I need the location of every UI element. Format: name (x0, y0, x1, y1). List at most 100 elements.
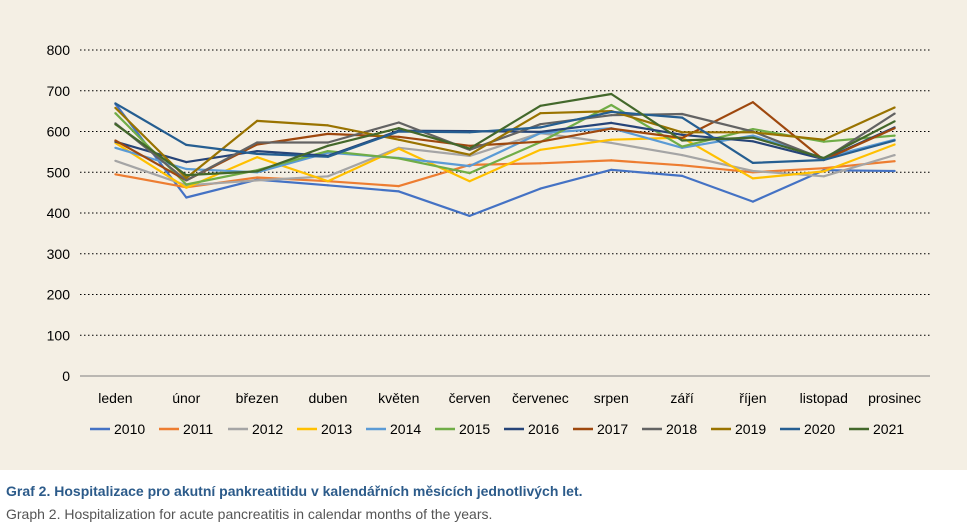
x-tick-label: únor (172, 390, 200, 406)
data-point (751, 101, 755, 104)
data-point (893, 127, 896, 130)
data-point (256, 150, 259, 153)
data-point (539, 148, 542, 151)
data-point (681, 116, 684, 119)
y-tick-label: 0 (62, 368, 70, 384)
legend-item-2019: 2019 (711, 421, 766, 437)
data-point (114, 102, 117, 105)
data-point (114, 106, 117, 109)
data-point (893, 139, 896, 142)
data-point (751, 200, 755, 203)
x-tick-label: červen (449, 390, 491, 406)
legend-label: 2012 (252, 421, 283, 437)
data-point (822, 158, 825, 162)
data-point (539, 104, 542, 107)
data-point (326, 141, 329, 144)
chart-panel: 0 100 200 300 400 500 600 700 800 leden únor březe… (0, 0, 967, 470)
data-point (114, 123, 117, 126)
legend-item-2013: 2013 (297, 421, 352, 437)
data-point (681, 139, 684, 142)
data-point (397, 130, 400, 133)
legend-item-2021: 2021 (849, 421, 904, 437)
legend-item-2017: 2017 (573, 421, 628, 437)
data-point (114, 146, 117, 149)
data-point (610, 103, 613, 107)
legend-label: 2018 (666, 421, 697, 437)
data-point (397, 190, 400, 193)
data-point (256, 170, 259, 173)
data-point (256, 141, 259, 144)
line-chart: 0 100 200 300 400 500 600 700 800 leden únor březe… (47, 42, 930, 437)
data-point (539, 112, 542, 115)
data-point (610, 168, 613, 171)
data-point (185, 179, 188, 182)
data-point (256, 152, 259, 155)
data-point (185, 183, 188, 186)
data-point (681, 154, 684, 157)
data-point (610, 110, 613, 113)
data-point (681, 112, 684, 116)
grid-layer (80, 49, 930, 377)
data-point (256, 179, 259, 182)
data-point (751, 131, 755, 134)
x-axis: leden únor březen duben květen červen červenec… (98, 390, 921, 406)
data-point (397, 157, 400, 160)
data-point (468, 131, 471, 134)
data-point (893, 143, 896, 146)
legend-label: 2019 (735, 421, 766, 437)
data-point (539, 140, 542, 143)
x-tick-label: srpen (594, 390, 629, 406)
legend-item-2012: 2012 (228, 421, 283, 437)
data-point (751, 161, 755, 164)
y-tick-label: 100 (47, 327, 71, 343)
series-line-2019 (114, 106, 896, 180)
data-point (610, 138, 613, 141)
data-point (610, 121, 613, 124)
y-tick-label: 600 (47, 124, 71, 140)
data-point (893, 112, 896, 115)
data-point (893, 160, 896, 163)
x-tick-label: červenec (512, 390, 569, 406)
data-point (326, 155, 329, 158)
data-point (539, 123, 542, 126)
legend-label: 2013 (321, 421, 352, 437)
data-point (539, 126, 542, 129)
y-tick-label: 800 (47, 42, 71, 58)
data-point (397, 147, 400, 150)
data-point (610, 159, 613, 162)
data-point (893, 120, 896, 123)
x-tick-label: březen (236, 390, 279, 406)
data-point (822, 170, 825, 173)
legend-item-2014: 2014 (366, 421, 421, 437)
y-tick-label: 300 (47, 246, 71, 262)
x-tick-label: listopad (800, 390, 848, 406)
figure-caption: Graf 2. Hospitalizace pro akutní pankrea… (6, 483, 583, 499)
x-tick-label: září (670, 390, 693, 406)
data-point (681, 164, 684, 167)
data-point (397, 138, 400, 141)
data-point (539, 187, 542, 190)
legend-label: 2011 (183, 421, 213, 437)
data-point (751, 134, 755, 137)
data-point (468, 172, 471, 175)
data-point (185, 167, 188, 171)
data-point (822, 138, 825, 141)
figure-caption-english: Graph 2. Hospitalization for acute pancr… (6, 506, 493, 522)
data-point (468, 153, 471, 156)
data-point (114, 112, 117, 115)
data-point (822, 156, 825, 160)
data-point (539, 130, 542, 133)
data-point (681, 145, 684, 148)
data-point (185, 176, 188, 180)
data-point (185, 196, 188, 199)
data-point (751, 177, 755, 180)
data-point (468, 165, 471, 168)
series-line-2013 (114, 136, 895, 189)
x-tick-label: říjen (739, 390, 766, 406)
data-point (397, 135, 400, 138)
x-tick-label: duben (308, 390, 347, 406)
data-point (681, 136, 684, 140)
data-point (185, 143, 188, 146)
data-point (751, 136, 755, 139)
data-point (185, 186, 188, 189)
